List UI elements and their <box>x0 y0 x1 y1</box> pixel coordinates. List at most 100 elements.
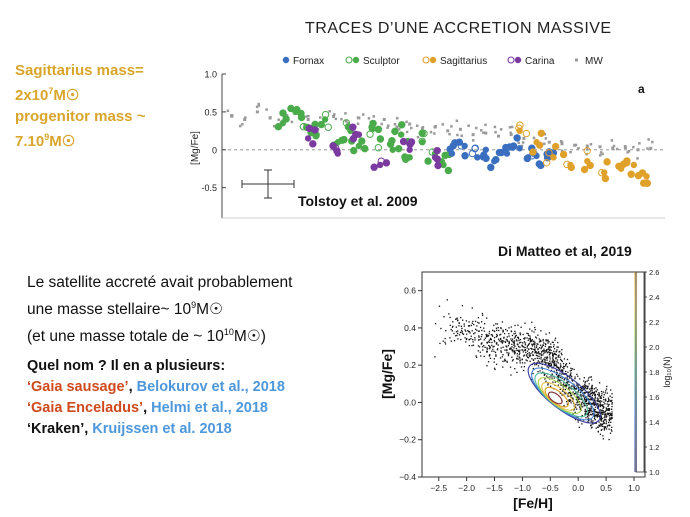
density-point <box>534 328 536 331</box>
density-point <box>563 405 565 407</box>
legend-marker-carina <box>514 56 522 64</box>
density-point <box>544 351 546 354</box>
density-point <box>577 384 579 386</box>
density-point <box>502 340 504 342</box>
density-point <box>534 326 536 329</box>
density-point <box>501 321 504 323</box>
density-point <box>521 349 523 351</box>
density-point <box>543 358 545 360</box>
point-mw <box>598 145 602 149</box>
density-point <box>493 350 495 353</box>
density-point <box>546 356 548 358</box>
density-point <box>520 341 522 344</box>
point-sculptor <box>391 127 399 136</box>
density-point <box>556 359 559 361</box>
y-tick-label: −0.2 <box>399 435 416 445</box>
density-point <box>601 393 603 395</box>
density-point <box>523 354 526 356</box>
point-sculptor <box>338 136 346 144</box>
density-point <box>496 333 498 336</box>
density-point <box>500 350 502 352</box>
density-point <box>547 340 549 342</box>
sag-line-2-unit: M <box>53 87 66 104</box>
density-point <box>518 350 520 353</box>
point-fornax <box>487 163 495 172</box>
density-point <box>523 366 526 368</box>
density-point <box>601 411 604 414</box>
density-point <box>611 405 613 408</box>
density-point <box>477 317 480 319</box>
density-point <box>529 337 532 339</box>
slide-title: TRACES D’UNE ACCRETION MASSIVE <box>305 20 612 37</box>
density-point <box>556 375 559 377</box>
density-point <box>604 410 607 412</box>
density-point <box>434 323 437 325</box>
density-point <box>586 415 589 417</box>
point-mw <box>397 128 401 131</box>
y-ticks: 1.0 0.5 0 -0.5 <box>201 70 226 193</box>
density-point <box>569 393 572 395</box>
density-point <box>492 346 494 348</box>
density-point <box>548 349 551 351</box>
density-point <box>529 338 531 340</box>
density-point <box>599 404 601 406</box>
density-point <box>553 348 556 350</box>
density-point <box>446 299 449 301</box>
colorbar-strip <box>634 272 637 472</box>
density-point <box>462 319 464 321</box>
density-point <box>583 396 585 398</box>
density-point <box>508 327 510 329</box>
density-point <box>584 381 587 383</box>
density-point <box>504 340 506 343</box>
density-point <box>443 316 445 318</box>
density-point <box>560 365 562 368</box>
point-sculptor <box>350 146 358 155</box>
density-point <box>493 361 495 363</box>
density-point <box>486 351 488 353</box>
density-point <box>525 359 527 361</box>
density-point <box>550 346 552 348</box>
density-point <box>526 347 528 349</box>
density-point <box>442 340 444 342</box>
x-tick-label: −1.0 <box>514 483 531 493</box>
density-point <box>465 320 468 322</box>
density-point <box>608 409 610 412</box>
density-point <box>596 411 598 413</box>
density-point <box>550 363 553 365</box>
density-point <box>535 363 538 366</box>
density-point <box>551 367 553 369</box>
x-tick-label: −1.5 <box>486 483 503 493</box>
point-sagittarius <box>601 169 608 176</box>
density-point <box>585 385 587 387</box>
density-point <box>526 332 528 335</box>
point-mw <box>257 104 261 107</box>
density-point <box>609 417 611 419</box>
density-point <box>591 403 593 405</box>
density-point <box>501 356 503 358</box>
name-label: ‘Kraken’ <box>27 421 85 437</box>
density-point <box>486 365 488 367</box>
density-point <box>449 324 451 326</box>
density-point <box>560 382 562 384</box>
density-point <box>578 387 580 389</box>
density-point <box>605 388 608 390</box>
density-point <box>457 332 459 335</box>
point-sagittarius <box>516 121 524 129</box>
density-point <box>565 363 568 365</box>
point-mw <box>573 143 577 147</box>
density-point <box>586 387 588 390</box>
point-mw <box>405 130 409 134</box>
density-point <box>593 403 595 405</box>
density-point <box>567 371 569 373</box>
density-point <box>550 343 552 345</box>
y-tick-label: 0.4 <box>404 323 416 333</box>
density-point <box>585 402 587 405</box>
density-point <box>536 357 538 359</box>
point-mw <box>272 124 276 128</box>
density-point <box>591 414 593 416</box>
density-point <box>583 402 585 405</box>
density-point <box>545 340 547 342</box>
density-point <box>468 339 470 341</box>
density-point <box>493 339 495 342</box>
density-point <box>559 367 561 369</box>
